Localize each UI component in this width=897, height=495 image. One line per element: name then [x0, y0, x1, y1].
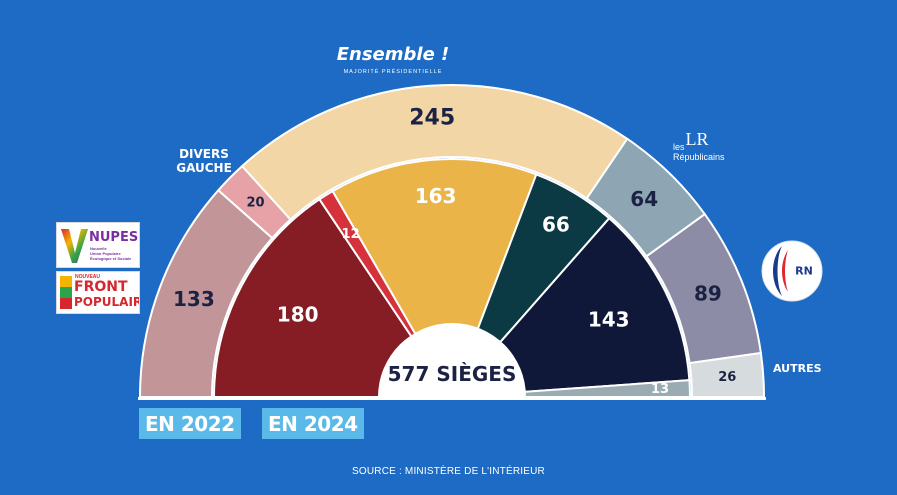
lr-mark-icon: LR	[685, 129, 708, 149]
divers-gauche-label-1: DIVERS	[179, 147, 229, 161]
ring-2024	[212, 158, 692, 398]
segment-label-2024-3: 66	[542, 212, 570, 236]
rn-logo-icon: RN	[761, 240, 823, 302]
segment-label-2024-2: 163	[415, 184, 457, 208]
lr-text-2: Républicains	[673, 152, 725, 162]
ensemble-title: Ensemble !	[337, 44, 450, 65]
segment-label-2024-5: 13	[651, 382, 669, 397]
segment-label-2022-1: 20	[246, 196, 264, 211]
segment-label-2024-1: 12	[342, 227, 360, 242]
source-note: SOURCE : MINISTÈRE DE L'INTÉRIEUR	[352, 466, 545, 477]
center-disc	[378, 323, 526, 397]
year-badge-2022: EN 2022	[139, 408, 241, 439]
nfp-logo: NOUVEAU FRONT POPULAIRE	[56, 271, 140, 314]
nupes-v-icon	[61, 229, 88, 263]
nupes-sub-3: Écologique et Sociale	[90, 256, 132, 261]
segment-label-2022-0: 133	[173, 287, 215, 311]
ring-2022	[138, 84, 766, 400]
nupes-logo: NUPES Nouvelle Union Populaire Écologiqu…	[56, 222, 140, 268]
nupes-sub-1: Nouvelle	[90, 246, 107, 251]
segment-label-2022-4: 89	[694, 282, 722, 306]
divers-gauche-label-2: GAUCHE	[176, 161, 232, 175]
nfp-line-3: POPULAIRE	[74, 295, 139, 309]
year-badge-2024: EN 2024	[262, 408, 364, 439]
lr-text-1: les	[673, 142, 685, 152]
ensemble-subtitle: MAJORITÉ PRÉSIDENTIELLE	[344, 68, 443, 75]
segment-labels: 133 20 245 64 89 26 180 12 163 66 143 13	[173, 106, 736, 398]
total-seats-label: 577 SIÈGES	[388, 362, 517, 386]
segment-label-2022-5: 26	[718, 370, 736, 385]
segment-label-2022-3: 64	[630, 187, 658, 211]
segment-label-2022-2: 245	[409, 106, 455, 131]
hemicycle-baseline	[138, 397, 766, 400]
nupes-sub-2: Union Populaire	[90, 251, 121, 256]
rn-mark: RN	[795, 265, 813, 278]
nfp-line-2: FRONT	[74, 279, 128, 295]
nupes-title: NUPES	[89, 230, 139, 245]
autres-label: AUTRES	[773, 362, 822, 375]
segment-label-2024-0: 180	[277, 303, 319, 327]
nfp-line-1: NOUVEAU	[75, 274, 101, 280]
nfp-flag-icon	[60, 276, 72, 309]
segment-label-2024-4: 143	[588, 307, 630, 331]
